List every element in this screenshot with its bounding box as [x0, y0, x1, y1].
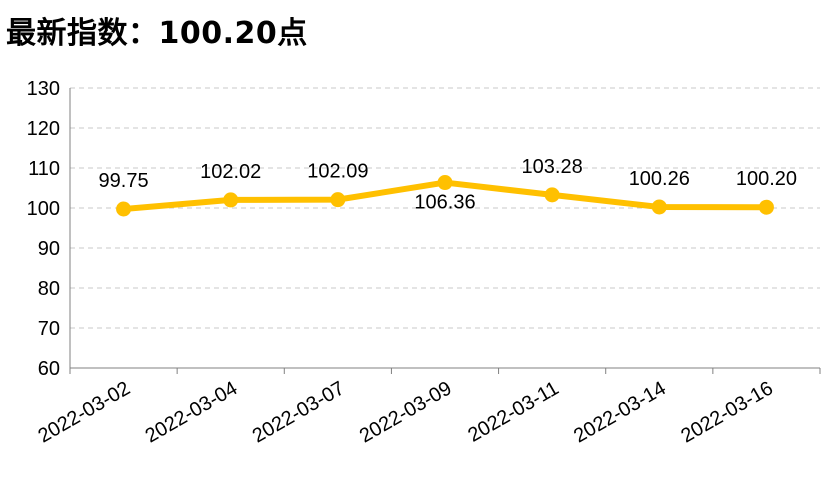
- data-point: [116, 201, 132, 217]
- x-tick-label: 2022-03-04: [142, 377, 242, 447]
- data-point: [437, 175, 453, 191]
- y-tick-label: 60: [38, 358, 60, 380]
- series-line: [116, 175, 774, 217]
- x-tick-label: 2022-03-09: [356, 377, 456, 447]
- data-point: [758, 199, 774, 215]
- data-label: 99.75: [99, 170, 149, 192]
- data-point: [651, 199, 667, 215]
- data-label: 100.20: [736, 168, 797, 190]
- x-tick-label: 2022-03-11: [464, 377, 562, 446]
- y-tick-label: 70: [38, 318, 60, 340]
- y-tick-labels: 60 70 80 90 100 110 120 130: [27, 78, 60, 380]
- chart-title: 最新指数：100.20点: [6, 16, 308, 51]
- data-label: 106.36: [414, 192, 475, 214]
- y-tick-label: 90: [38, 238, 60, 260]
- y-tick-label: 100: [27, 198, 60, 220]
- x-tick-label: 2022-03-16: [677, 377, 777, 447]
- axes: [69, 88, 821, 374]
- x-tick-label: 2022-03-07: [249, 377, 349, 447]
- data-label: 100.26: [629, 168, 690, 190]
- data-point: [223, 192, 239, 208]
- x-tick-label: 2022-03-02: [34, 377, 134, 447]
- data-label: 103.28: [522, 156, 583, 178]
- y-tick-label: 110: [28, 158, 60, 180]
- y-tick-label: 120: [27, 118, 60, 140]
- y-tick-label: 130: [27, 78, 60, 100]
- x-tick-labels: 2022-03-02 2022-03-04 2022-03-07 2022-03-09…: [34, 377, 776, 447]
- y-tick-label: 80: [38, 278, 60, 300]
- data-label: 102.09: [307, 161, 368, 183]
- data-point: [330, 192, 346, 208]
- x-tick-label: 2022-03-14: [570, 377, 670, 447]
- data-label: 102.02: [200, 161, 261, 183]
- data-point: [544, 187, 560, 203]
- data-labels: 99.75 102.02 102.09 106.36 103.28 100.26 100.2…: [99, 156, 797, 214]
